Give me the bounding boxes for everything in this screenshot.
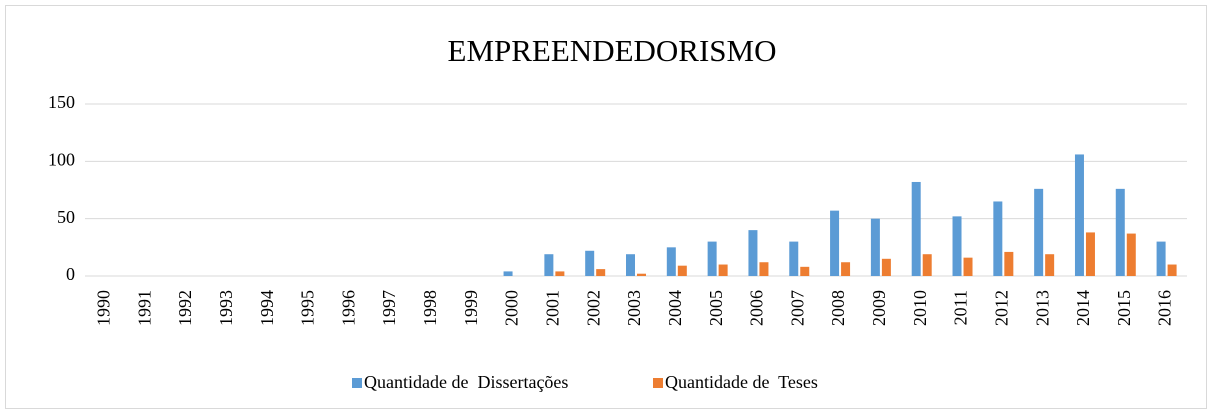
x-tick-label: 2008 [828,290,848,326]
chart-title: EMPREENDEDORISMO [448,33,777,68]
bar [1004,251,1014,276]
bar [911,181,921,276]
bar [748,230,758,276]
x-tick-label: 1999 [461,290,481,326]
bar [503,271,513,276]
y-tick-label: 50 [57,207,75,227]
bar [626,254,635,276]
x-tick-label: 1992 [175,290,195,326]
x-tick-label: 2003 [624,290,644,326]
x-tick-label: 1998 [420,290,440,326]
bar [800,266,810,276]
bar [555,271,565,276]
x-tick-label: 2015 [1114,290,1134,326]
bar [1115,188,1125,276]
bar [585,250,595,276]
bar [1074,154,1084,276]
bar [841,262,851,276]
x-tick-label: 1996 [338,290,358,326]
bar [789,241,799,276]
bar [666,247,676,276]
legend-swatch [653,378,663,388]
bar [963,257,973,276]
x-tick-label: 1997 [379,290,399,326]
y-tick-label: 150 [48,92,75,112]
bar [1126,233,1136,276]
bar [1085,232,1095,276]
x-tick-label: 2013 [1032,290,1052,326]
x-tick-label: 2012 [991,290,1011,326]
x-tick-label: 2001 [542,290,562,326]
x-tick-label: 2007 [787,290,807,326]
bar [1034,188,1044,276]
x-tick-label: 2014 [1073,290,1093,326]
legend-label: Quantidade de Teses [665,372,818,392]
bar [677,265,687,276]
y-tick-label: 0 [66,264,75,284]
bar [759,262,769,276]
bar [544,254,554,276]
bar [707,241,717,276]
bar [1045,254,1055,276]
bar [881,258,891,276]
x-tick-label: 2006 [747,290,767,326]
bar [718,264,728,276]
x-tick-label: 2011 [951,290,971,325]
x-tick-label: 2004 [665,290,685,326]
x-tick-label: 1990 [94,290,114,326]
bar [1167,264,1177,276]
bar [596,269,606,276]
bar [870,218,880,276]
x-tick-label: 2009 [869,290,889,326]
bar [1156,241,1166,276]
x-tick-label: 2016 [1155,290,1175,326]
y-tick-label: 100 [48,149,75,169]
x-tick-label: 1993 [216,290,236,326]
bar [830,210,840,276]
x-tick-label: 1994 [257,290,277,326]
x-tick-label: 1991 [134,290,154,326]
bar [952,216,962,276]
x-tick-label: 2000 [502,290,522,326]
x-tick-label: 2010 [910,290,930,326]
bar [637,273,646,276]
bar [922,254,932,276]
x-tick-label: 2005 [706,290,726,326]
x-tick-label: 1995 [298,290,318,326]
bar [993,201,1003,276]
legend-swatch [352,378,362,388]
x-tick-label: 2002 [583,290,603,326]
chart-border [5,5,1207,409]
legend-label: Quantidade de Dissertações [364,372,568,392]
